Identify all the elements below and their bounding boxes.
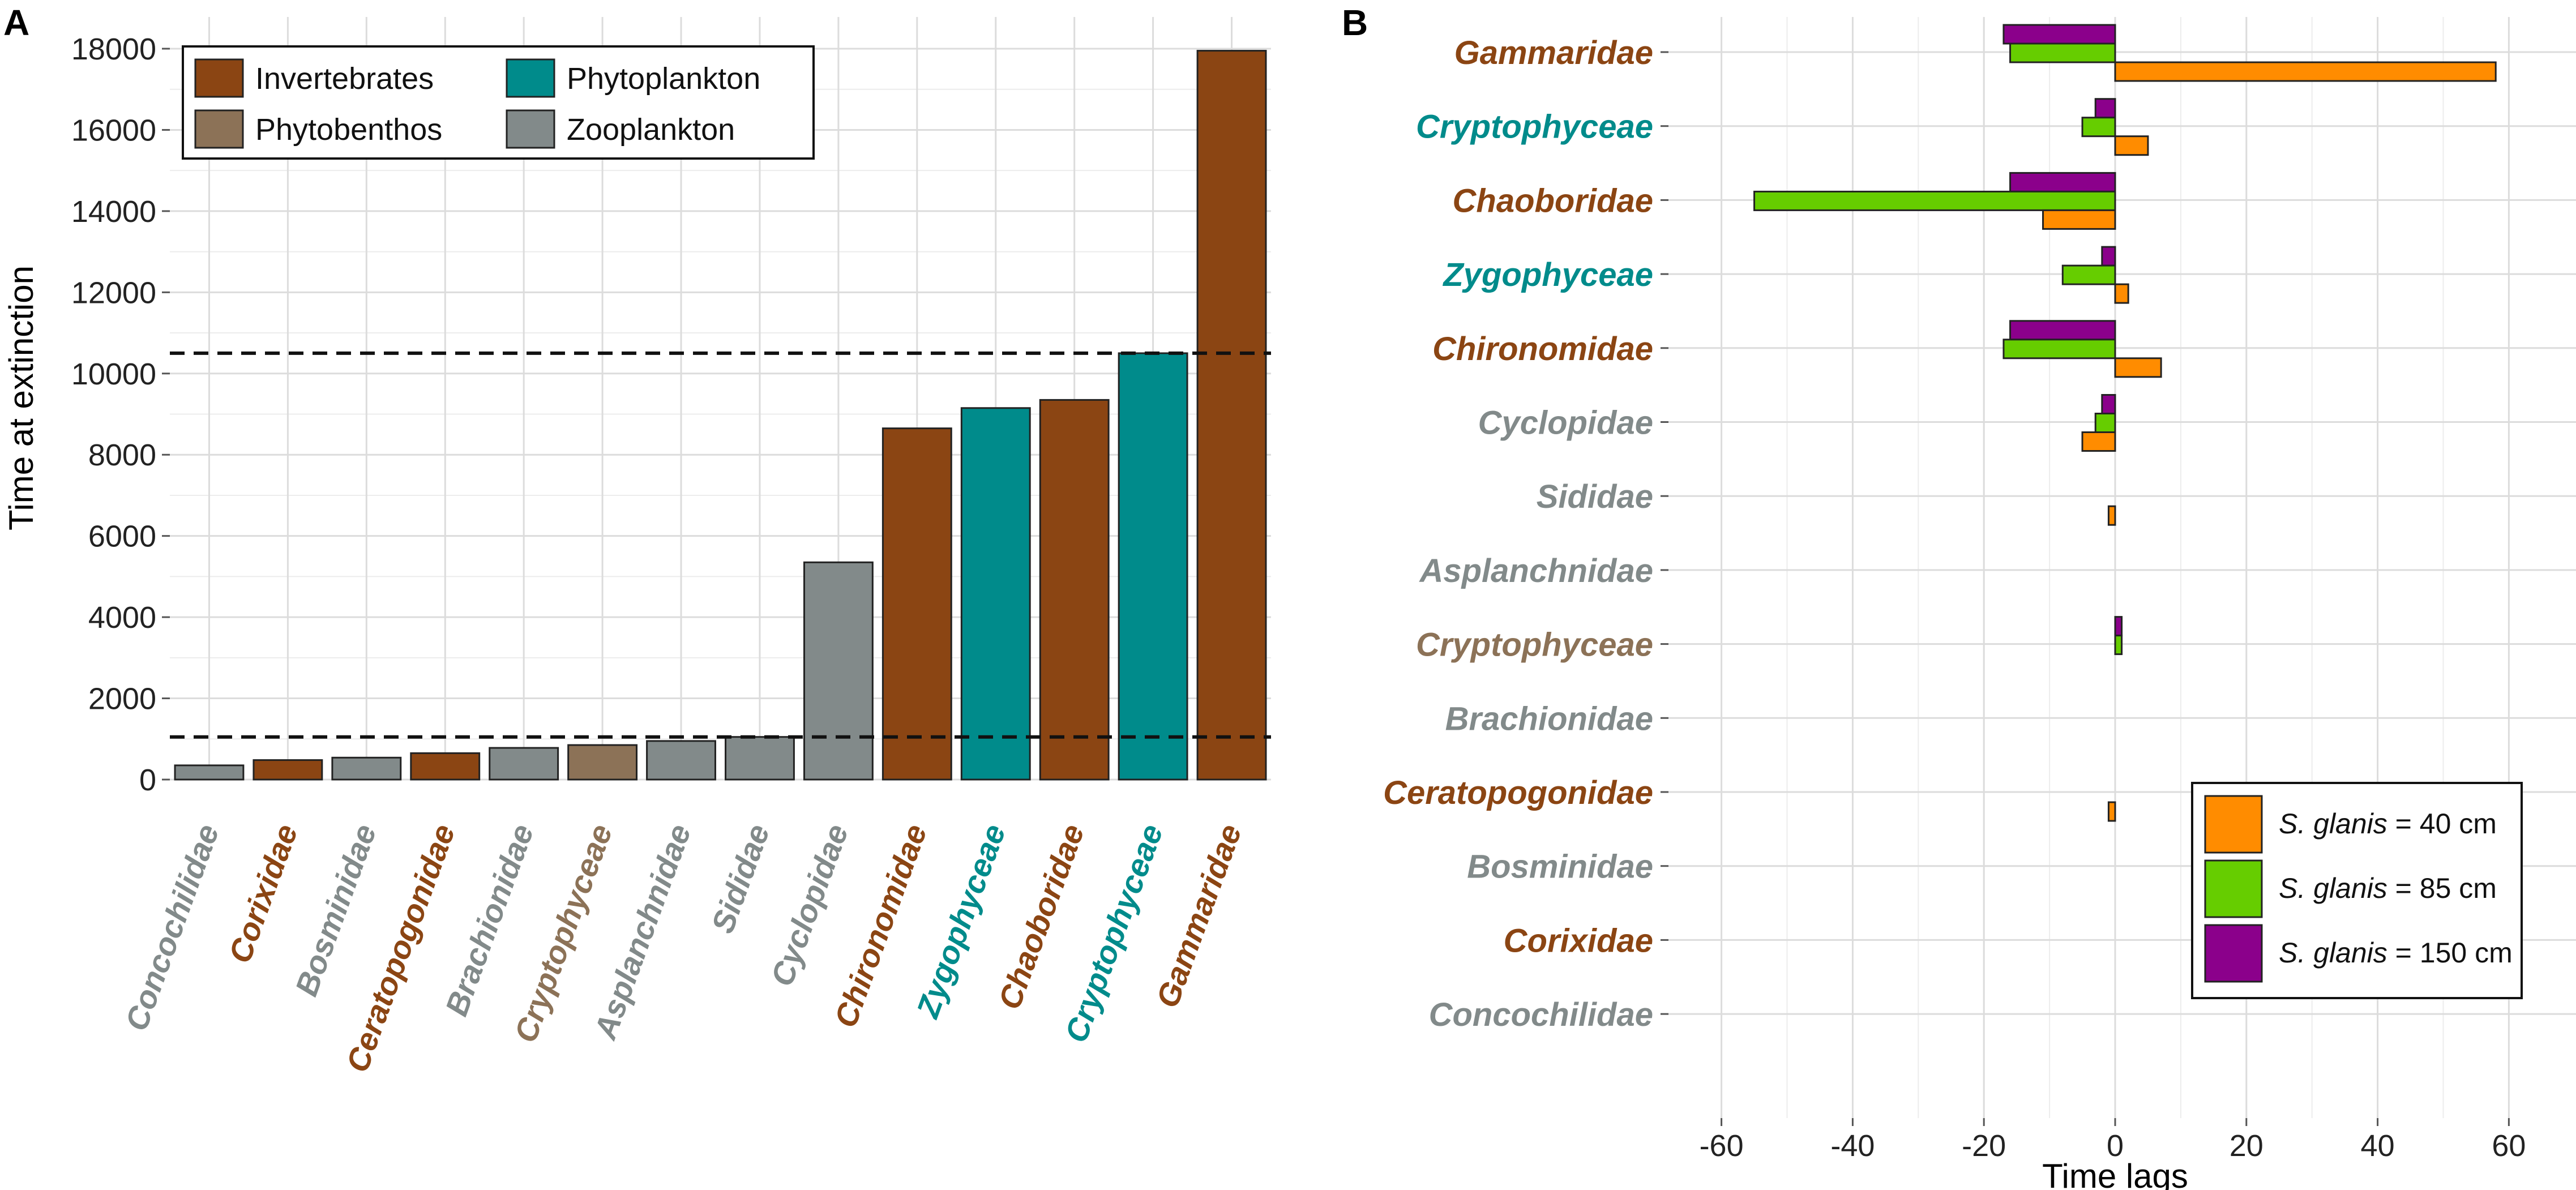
bar-s40-ceratopogonidae xyxy=(2107,801,2116,822)
legend-key-s150 xyxy=(2204,924,2263,983)
y-tick-label: 0 xyxy=(139,763,156,797)
bar-s85-cyclopidae xyxy=(2094,413,2116,433)
legend-size: = 150 cm xyxy=(2387,937,2513,969)
legend-key-s40 xyxy=(2204,795,2263,854)
bar-s150-zygophyceae xyxy=(2101,246,2116,267)
legend-label-s150: S. glanis = 150 cm xyxy=(2279,937,2513,969)
bar-cyclopidae xyxy=(803,561,874,781)
bar-ceratopogonidae xyxy=(410,752,481,781)
bar-brachionidae xyxy=(489,747,559,781)
bar-corixidae xyxy=(253,759,323,781)
legend-size: = 40 cm xyxy=(2387,808,2497,840)
panel-a: A 0 2000 4000 6000 8000 10000 12000 14000 16000 18… xyxy=(2,2,1271,1077)
bar-cryptophyceae xyxy=(567,744,638,781)
bar-s85-gammaridae xyxy=(2009,42,2116,63)
bar-s40-gammaridae xyxy=(2114,61,2497,82)
legend-label-phytoplankton: Phytoplankton xyxy=(567,62,760,96)
bar-s85-cryptophyceae xyxy=(2081,117,2116,138)
y-tick-label: 16000 xyxy=(71,113,156,147)
y-tick-label: Cryptophyceae xyxy=(1416,109,1653,145)
bar-s40-cryptophyceae xyxy=(2114,135,2149,156)
y-tick-label: Cryptophyceae xyxy=(1416,627,1653,664)
bar-gammaridae xyxy=(1196,50,1267,781)
y-tick-label: Gammaridae xyxy=(1454,35,1653,71)
x-tick-label: -40 xyxy=(1830,1129,1875,1163)
y-tick-label: 8000 xyxy=(88,438,156,472)
y-tick-label: 10000 xyxy=(71,357,156,391)
legend-species-name: S. glanis xyxy=(2279,937,2387,969)
bar-s85-cryptophyceae xyxy=(2114,635,2123,656)
y-tick-label: 6000 xyxy=(88,520,156,554)
y-tick-label: Asplanchnidae xyxy=(1418,553,1653,589)
bar-chironomidae xyxy=(882,427,952,781)
y-tick-label: 4000 xyxy=(88,601,156,635)
bar-s40-zygophyceae xyxy=(2114,283,2129,304)
legend-label-s85: S. glanis = 85 cm xyxy=(2279,872,2497,904)
bar-s40-chaoboridae xyxy=(2042,209,2116,230)
bar-s150-chironomidae xyxy=(2009,320,2116,341)
y-tick-label: Bosminidae xyxy=(1467,849,1653,885)
bar-s150-cyclopidae xyxy=(2101,394,2116,414)
x-tick-label: 40 xyxy=(2361,1129,2395,1163)
bar-s85-chaoboridae xyxy=(1753,190,2116,211)
bar-s85-chironomidae xyxy=(2002,339,2116,359)
bar-s40-sididae xyxy=(2107,505,2116,526)
bar-s150-cryptophyceae xyxy=(2094,98,2116,119)
legend: Invertebrates Phytoplankton Phytobenthos Zo… xyxy=(182,45,815,160)
panel-a-label: A xyxy=(3,2,29,43)
legend-key-zooplankton xyxy=(506,109,555,149)
legend-key-s85 xyxy=(2204,859,2263,918)
x-tick-label: 0 xyxy=(2107,1129,2124,1163)
y-axis-title: Time at extinction xyxy=(2,266,40,530)
x-tick-label: -20 xyxy=(1962,1129,2006,1163)
y-tick-label: Ceratopogonidae xyxy=(1383,774,1653,811)
bar-s40-cyclopidae xyxy=(2081,431,2116,452)
y-tick-label: 14000 xyxy=(71,195,156,229)
legend-label-zooplankton: Zooplankton xyxy=(567,113,735,147)
bar-s150-chaoboridae xyxy=(2009,172,2116,192)
bar-zygophyceae xyxy=(960,407,1031,781)
y-tick-label: 12000 xyxy=(71,276,156,310)
y-tick-label: Concochilidae xyxy=(1429,996,1653,1033)
y-tick-label: 2000 xyxy=(88,682,156,716)
legend-key-phytoplankton xyxy=(506,58,555,98)
panel-b-label: B xyxy=(1342,2,1368,43)
legend-species-name: S. glanis xyxy=(2279,872,2387,904)
y-tick-label: Corixidae xyxy=(1504,922,1653,959)
bar-sididae xyxy=(725,736,795,781)
panel-b: B Gammaridae Cryptophyceae Chaoboridae Zygop… xyxy=(1342,2,2576,1190)
y-tick-label: Brachionidae xyxy=(1445,700,1653,737)
bar-bosminidae xyxy=(331,756,402,781)
bar-concochilidae xyxy=(174,764,245,781)
legend-box xyxy=(182,45,815,160)
bar-s40-chironomidae xyxy=(2114,357,2162,378)
y-tick-label: Zygophyceae xyxy=(1442,256,1653,293)
legend-size: = 85 cm xyxy=(2387,872,2497,904)
legend-key-phytobenthos xyxy=(194,109,244,149)
y-tick-label: Cyclopidae xyxy=(1478,405,1653,442)
y-tick-label: Sididae xyxy=(1537,478,1653,515)
y-tick-label: Chironomidae xyxy=(1432,331,1653,367)
bar-s150-cryptophyceae xyxy=(2114,616,2123,637)
bar-chaoboridae xyxy=(1039,399,1110,781)
legend: S. glanis = 40 cmS. glanis = 85 cmS. gla… xyxy=(2191,782,2523,999)
x-axis-title: Time lags xyxy=(2042,1157,2188,1190)
bar-s150-gammaridae xyxy=(2002,24,2116,45)
y-tick-label: Chaoboridae xyxy=(1453,182,1654,219)
legend-key-invertebrates xyxy=(194,58,244,98)
bar-s85-zygophyceae xyxy=(2061,264,2116,285)
x-tick-label: 60 xyxy=(2492,1129,2526,1163)
bar-cryptophyceae xyxy=(1118,352,1188,781)
bar-asplanchnidae xyxy=(646,740,716,781)
legend-label-s40: S. glanis = 40 cm xyxy=(2279,808,2497,840)
x-tick-label: -60 xyxy=(1700,1129,1744,1163)
y-tick-label: 18000 xyxy=(71,32,156,66)
legend-species-name: S. glanis xyxy=(2279,808,2387,840)
legend-label-phytobenthos: Phytobenthos xyxy=(255,113,442,147)
legend-label-invertebrates: Invertebrates xyxy=(255,62,434,96)
x-tick-label: 20 xyxy=(2230,1129,2263,1163)
